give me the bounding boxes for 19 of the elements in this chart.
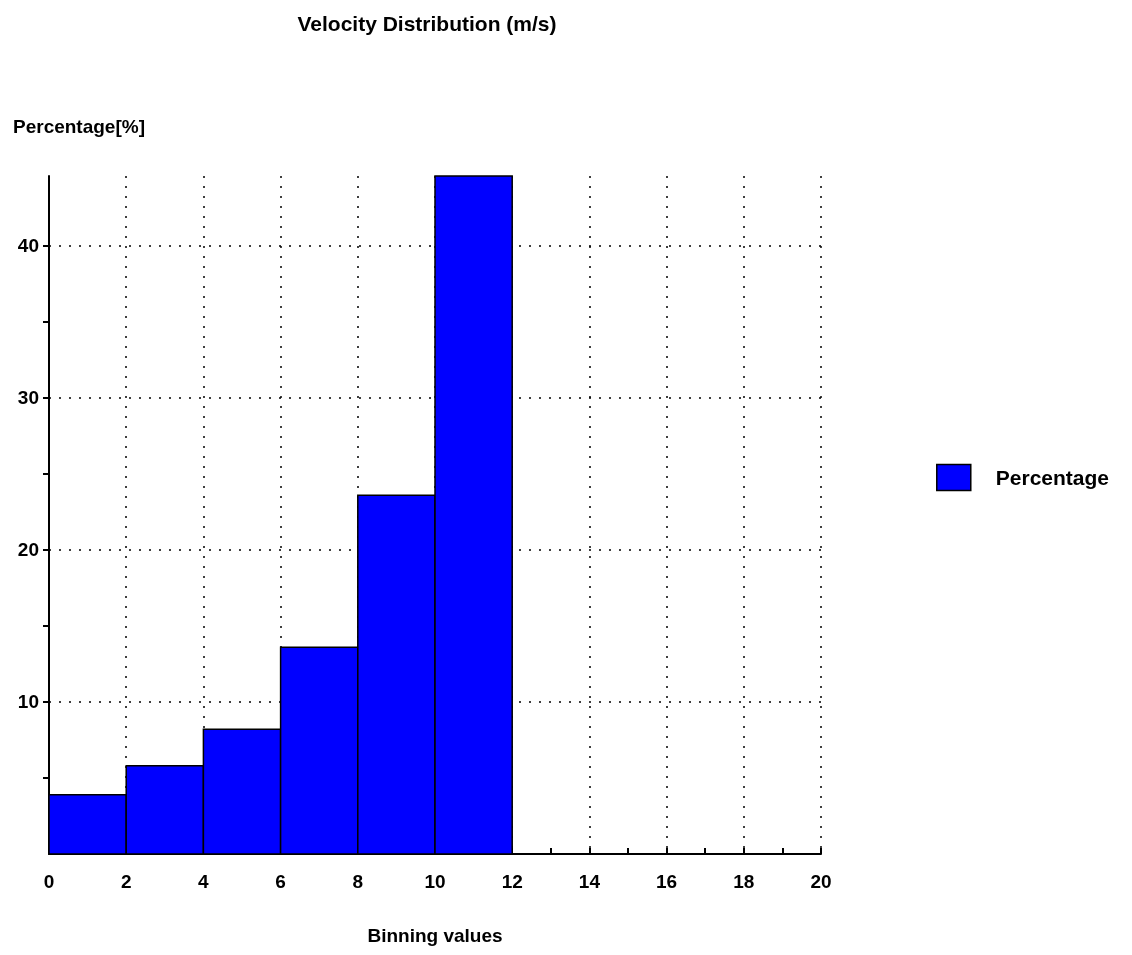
y-tick-label: 40 [17, 235, 39, 257]
x-tick-label: 2 [120, 871, 132, 892]
x-tick-label: 4 [198, 871, 210, 892]
x-tick-label: 14 [578, 871, 601, 892]
chart-title: Velocity Distribution (m/s) [297, 12, 557, 35]
x-tick-label: 6 [275, 871, 286, 892]
y-tick-label: 30 [17, 387, 39, 409]
x-tick-label: 0 [43, 871, 55, 892]
x-tick-label: 10 [424, 871, 446, 892]
x-tick-label: 18 [733, 871, 755, 892]
y-tick-label: 10 [17, 691, 39, 713]
x-tick-label: 8 [352, 871, 364, 892]
x-axis-title: Binning values [367, 925, 503, 946]
y-axis-title: Percentage[%] [13, 116, 145, 137]
y-tick-label: 20 [17, 539, 39, 561]
legend-label: Percentage [995, 466, 1110, 489]
x-tick-label: 16 [656, 871, 678, 892]
x-tick-label: 12 [501, 871, 523, 892]
x-tick-label: 20 [810, 871, 832, 892]
